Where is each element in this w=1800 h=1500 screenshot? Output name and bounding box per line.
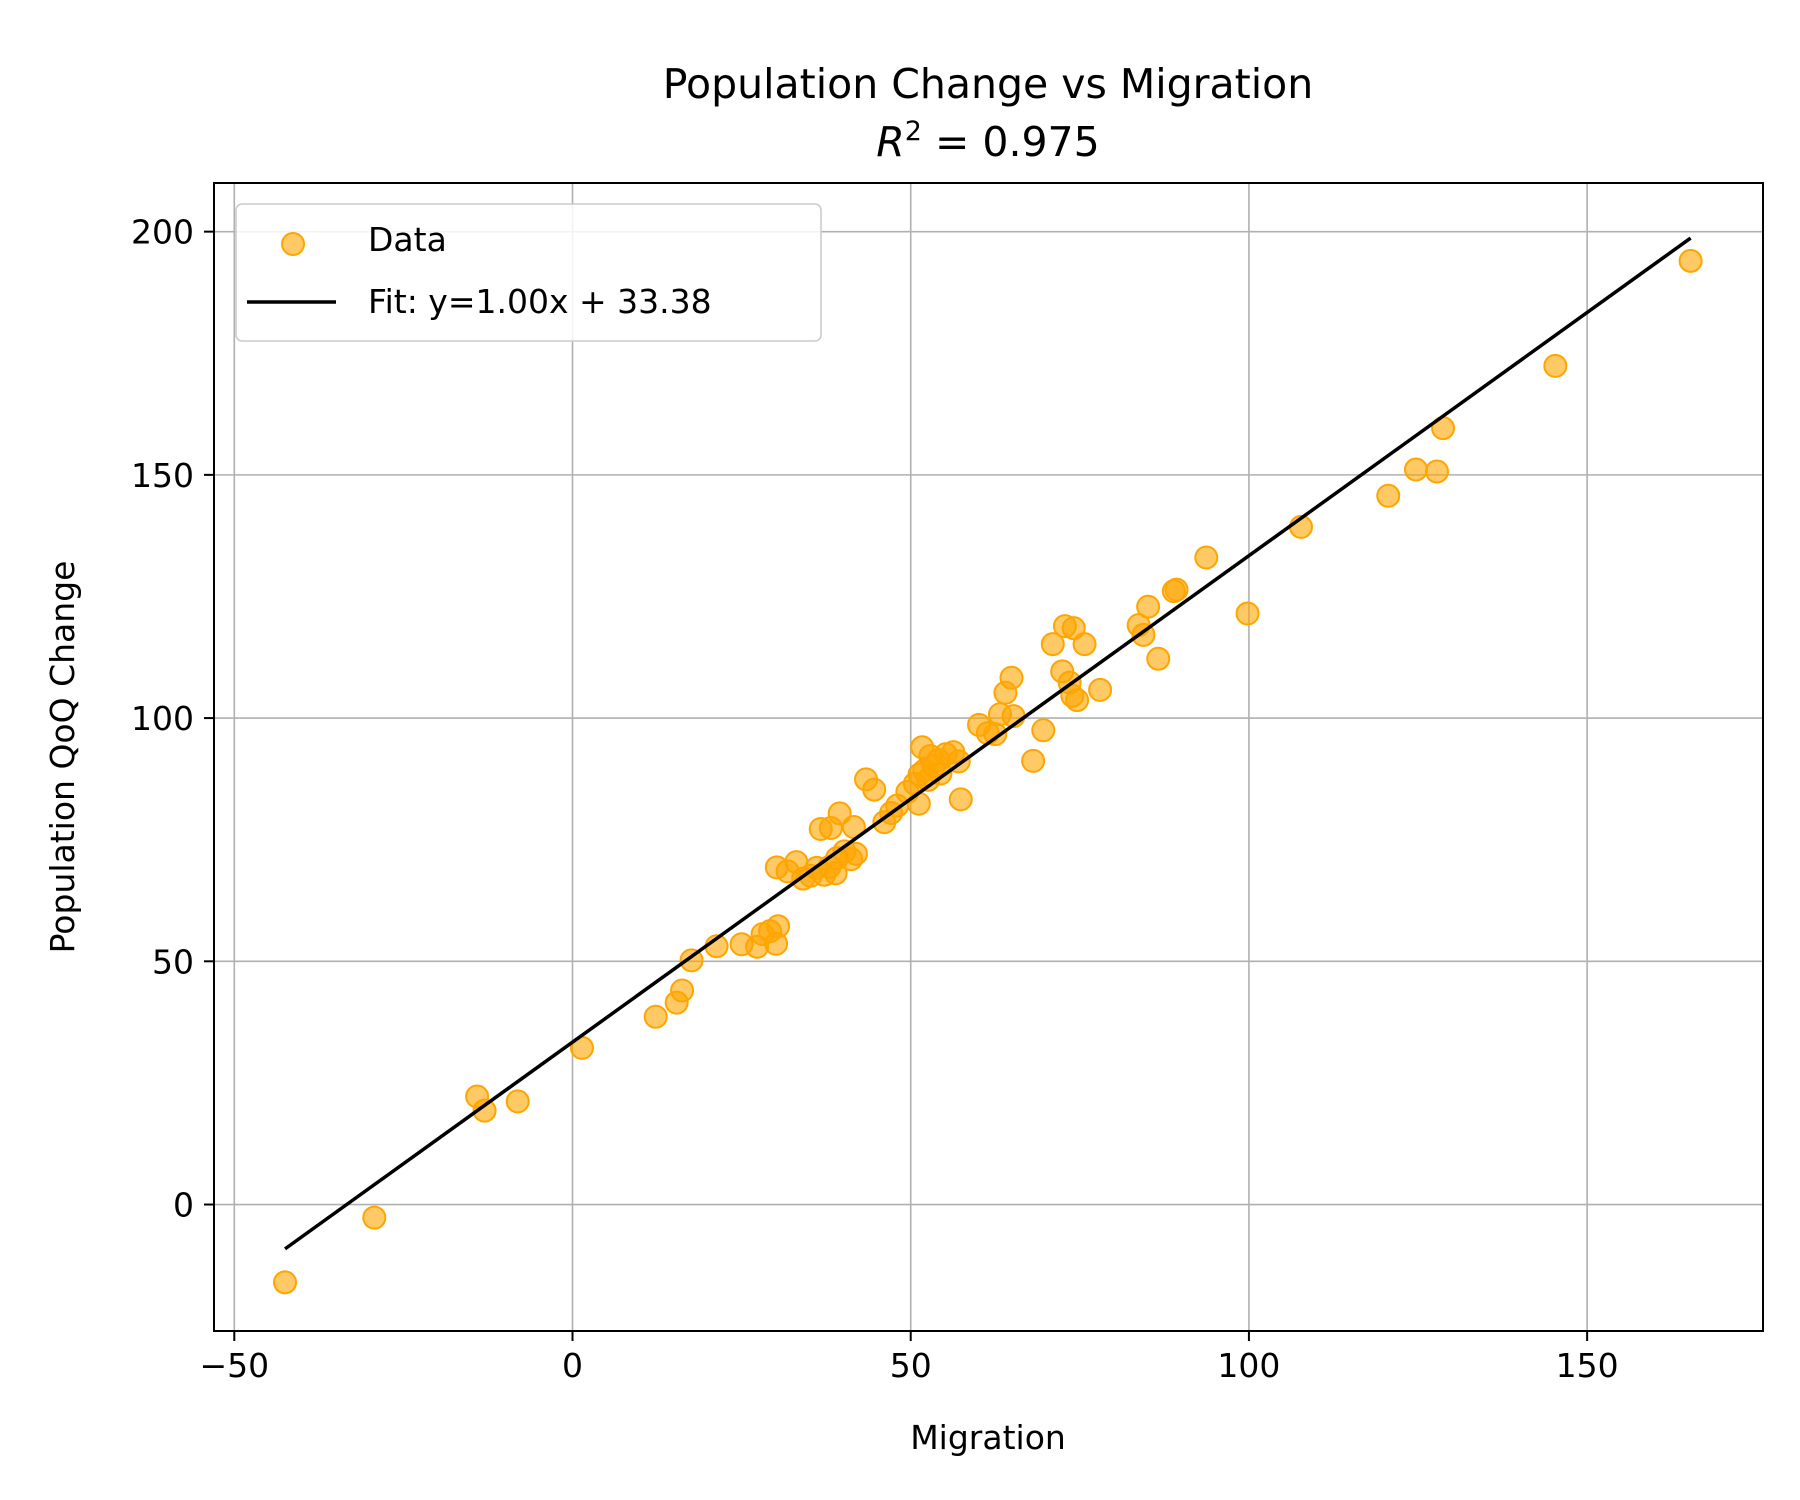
legend-data-label: Data [368,220,447,259]
data-point [362,1205,387,1230]
data-point [1678,248,1703,273]
data-point [999,665,1024,690]
data-point [1235,601,1260,626]
data-point [1146,646,1171,671]
r-squared-value: = 0.975 [922,118,1100,166]
data-point [670,978,695,1003]
data-point [1424,459,1449,484]
data-point [766,914,791,939]
data-point [1021,748,1046,773]
data-point [1031,718,1056,743]
data-point [843,841,868,866]
data-point [505,1089,530,1114]
data-point [906,791,931,816]
data-point [1065,688,1090,713]
data-point [1164,577,1189,602]
r-squared-superscript: 2 [905,116,922,147]
y-tick-label: 150 [131,456,194,495]
data-point [1403,457,1428,482]
legend-fit-label: Fit: y=1.00x + 33.38 [368,282,712,321]
y-axis-label: Population QoQ Change [43,561,82,954]
data-point [643,1004,668,1029]
y-tick-label: 50 [152,942,194,981]
data-point [1376,483,1401,508]
r-squared-symbol: R [876,118,905,166]
data-point [1543,353,1568,378]
chart-subtitle: R2 = 0.975 [876,116,1099,166]
x-tick-label: 150 [1556,1346,1619,1385]
legend-data-marker [281,232,305,256]
data-point [1072,632,1097,657]
x-tick-label: −50 [199,1346,269,1385]
legend: Data Fit: y=1.00x + 33.38 [235,203,822,342]
fit-line-group [284,236,1692,1251]
x-tick-label: 100 [1217,1346,1280,1385]
x-axis-ticks: −50 0 50 100 150 [199,1331,1619,1385]
data-point [948,787,973,812]
x-tick-label: 50 [890,1346,932,1385]
data-point [679,948,704,973]
data-point [1088,677,1113,702]
y-tick-label: 200 [131,213,194,252]
x-tick-label: 0 [562,1346,583,1385]
plot-frame [213,182,1764,1332]
fit-line [284,236,1692,1251]
data-point [928,761,953,786]
chart-title: Population Change vs Migration [663,60,1313,108]
data-point [862,777,887,802]
data-point [1194,545,1219,570]
y-tick-label: 100 [131,699,194,738]
x-axis-label: Migration [910,1418,1066,1457]
y-axis-ticks: 0 50 100 150 200 [131,213,214,1225]
data-point [273,1270,298,1295]
data-point [1136,594,1161,619]
data-point [472,1098,497,1123]
legend-box [235,203,822,342]
data-point [1040,632,1065,657]
data-points [273,248,1703,1295]
y-tick-label: 0 [173,1186,194,1225]
